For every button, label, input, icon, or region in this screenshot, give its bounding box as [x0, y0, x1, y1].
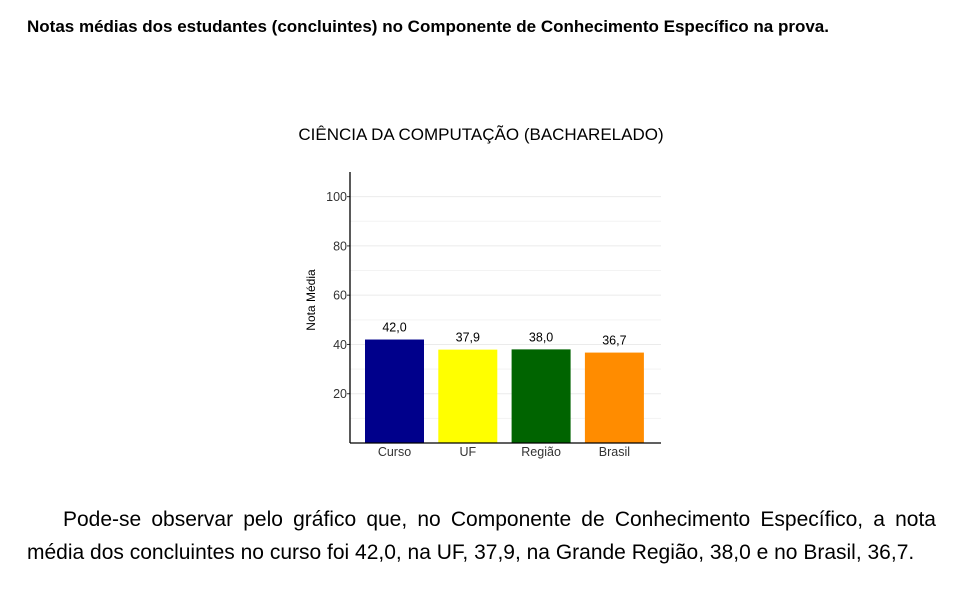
- data-label-curso: 42,0: [382, 321, 406, 335]
- bar-região: [511, 349, 571, 443]
- bar-curso: [365, 339, 424, 443]
- page-heading: Notas médias dos estudantes (concluintes…: [27, 17, 829, 36]
- x-tick-label-região: Região: [521, 445, 561, 459]
- y-axis-title: Nota Média: [304, 269, 318, 331]
- x-tick-label-uf: UF: [459, 445, 476, 459]
- y-tick-label-60: 60: [333, 289, 347, 303]
- x-tick-label-curso: Curso: [378, 445, 411, 459]
- data-label-brasil: 36,7: [602, 334, 626, 348]
- bar-uf: [438, 349, 498, 443]
- bar-brasil: [584, 352, 644, 443]
- y-tick-label-100: 100: [326, 190, 347, 204]
- data-label-região: 38,0: [529, 330, 553, 344]
- y-tick-label-20: 20: [333, 387, 347, 401]
- x-tick-label-brasil: Brasil: [599, 445, 630, 459]
- chart-title: CIÊNCIA DA COMPUTAÇÃO (BACHARELADO): [298, 125, 664, 144]
- y-tick-label-40: 40: [333, 338, 347, 352]
- data-label-uf: 37,9: [456, 331, 480, 345]
- body-paragraph: Pode-se observar pelo gráfico que, no Co…: [27, 508, 936, 564]
- y-tick-label-80: 80: [333, 239, 347, 253]
